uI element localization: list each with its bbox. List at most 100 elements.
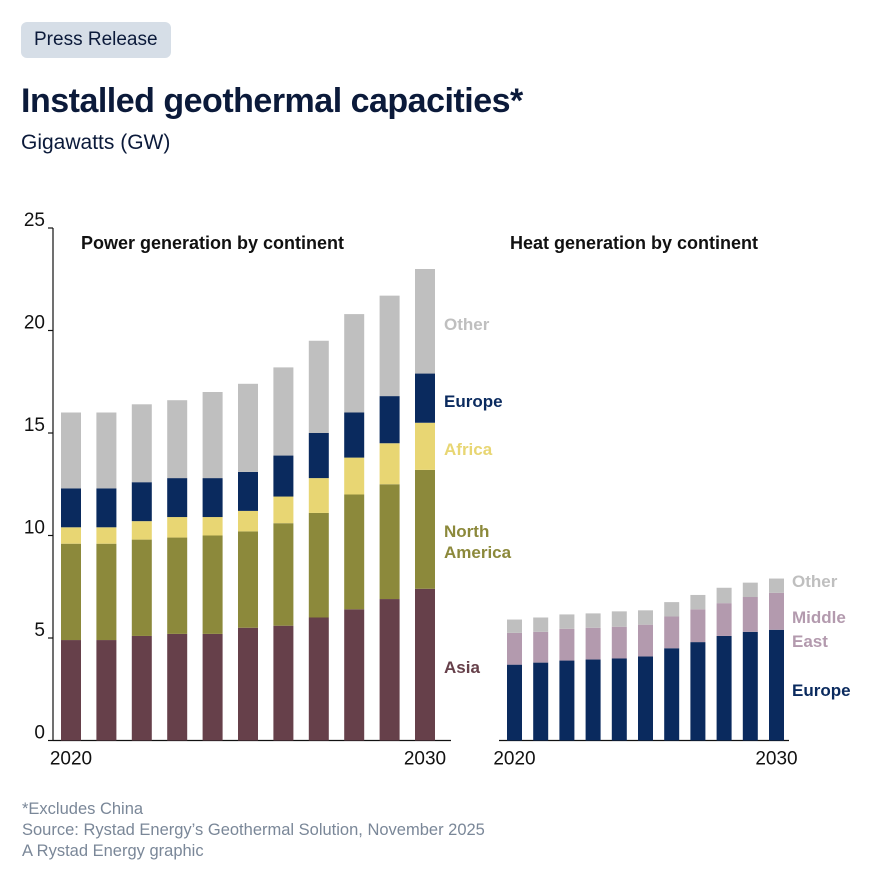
bar-middle-east-2028: [716, 603, 732, 636]
bar-asia-2023: [167, 633, 188, 741]
bar-north-america-2022: [131, 539, 152, 636]
bar-other-2029: [742, 582, 758, 597]
bar-africa-2029: [379, 443, 400, 485]
bar-africa-2026: [273, 496, 294, 524]
bar-europe-2028: [716, 635, 732, 741]
bar-other-2030: [415, 269, 435, 374]
bar-north-america-2020: [61, 543, 81, 641]
bar-europe-2028: [344, 412, 365, 458]
bar-asia-2028: [344, 609, 365, 741]
legend-label-middle-east: Middle East: [792, 608, 846, 651]
bar-north-america-2024: [202, 535, 223, 634]
legend-label-line: Europe: [792, 681, 851, 700]
bar-asia-2022: [131, 635, 152, 741]
legend-label-line: America: [444, 543, 512, 562]
bar-north-america-2030: [415, 469, 435, 589]
bar-middle-east-2025: [638, 624, 653, 657]
legend-label-line: Other: [792, 572, 838, 591]
legend-label-asia: Asia: [444, 658, 480, 677]
legend-label-europe: Europe: [792, 681, 851, 700]
footnote: *Excludes China: [22, 800, 144, 818]
x-tick-label-first: 2020: [493, 749, 535, 770]
legend-label-line: East: [792, 632, 828, 651]
bar-africa-2027: [308, 478, 329, 513]
bar-europe-2025: [638, 656, 653, 741]
bar-africa-2023: [167, 517, 188, 538]
legend-label-line: Europe: [444, 392, 503, 411]
bar-asia-2025: [238, 627, 258, 741]
bar-other-2029: [379, 295, 400, 397]
bar-asia-2030: [415, 588, 435, 741]
heat-axes: 2020 2030: [493, 739, 798, 770]
bar-other-2023: [585, 613, 601, 628]
bar-africa-2024: [202, 517, 223, 536]
legend-label-line: North: [444, 522, 489, 541]
legend-label-line: Africa: [444, 440, 493, 459]
bar-europe-2026: [273, 455, 294, 497]
bar-north-america-2027: [308, 512, 329, 618]
bar-other-2022: [131, 404, 152, 483]
heat-bars: [507, 578, 784, 741]
bar-africa-2028: [344, 457, 365, 495]
bar-middle-east-2026: [664, 616, 680, 649]
bar-europe-2021: [533, 662, 549, 741]
power-generation-panel: Power generation by continent 0 5 10 15 20 25…: [24, 210, 512, 770]
bar-europe-2024: [202, 478, 223, 518]
bar-other-2022: [559, 614, 575, 629]
power-legend: Asia North America Africa Europe Other: [444, 315, 512, 677]
heat-generation-panel: Heat generation by continent 2020 2030 Eu…: [493, 233, 850, 770]
x-tick-label-last: 2030: [755, 749, 797, 770]
legend-label-line: Middle: [792, 608, 846, 627]
bar-asia-2021: [96, 640, 117, 741]
heat-legend: Europe Middle East Other: [792, 572, 851, 700]
bar-other-2025: [638, 610, 653, 625]
power-bars: [61, 269, 435, 741]
bar-africa-2021: [96, 527, 117, 544]
bar-europe-2029: [742, 631, 758, 741]
bar-other-2024: [611, 611, 627, 627]
bar-africa-2022: [131, 521, 152, 540]
bar-europe-2022: [131, 482, 152, 522]
bar-europe-2029: [379, 396, 400, 444]
bar-other-2024: [202, 392, 223, 479]
bar-other-2020: [507, 619, 522, 633]
bar-europe-2027: [690, 642, 706, 741]
bar-asia-2020: [61, 640, 81, 741]
bar-middle-east-2022: [559, 628, 575, 661]
bar-europe-2020: [507, 664, 522, 741]
legend-label-africa: Africa: [444, 440, 493, 459]
bar-other-2027: [690, 594, 706, 610]
bar-middle-east-2020: [507, 632, 522, 665]
bar-middle-east-2021: [533, 631, 549, 663]
y-tick-label: 10: [24, 518, 45, 539]
bar-europe-2023: [585, 659, 601, 741]
bar-europe-2022: [559, 660, 575, 741]
bar-africa-2030: [415, 422, 435, 470]
bar-europe-2030: [769, 629, 784, 741]
bar-north-america-2028: [344, 494, 365, 610]
y-tick-label: 20: [24, 313, 45, 334]
bar-europe-2025: [238, 471, 258, 511]
bar-africa-2025: [238, 510, 258, 532]
y-tick-label: 15: [24, 415, 45, 436]
bar-europe-2024: [611, 658, 627, 741]
x-tick-label-last: 2030: [404, 749, 446, 770]
legend-label-other: Other: [792, 572, 838, 591]
bar-other-2026: [664, 602, 680, 617]
chart-title: Installed geothermal capacities*: [21, 82, 523, 120]
bar-asia-2026: [273, 625, 294, 741]
bar-other-2027: [308, 340, 329, 433]
legend-label-line: Other: [444, 315, 490, 334]
bar-europe-2027: [308, 433, 329, 479]
chart-subtitle: Gigawatts (GW): [21, 131, 171, 154]
bar-middle-east-2023: [585, 627, 601, 660]
bar-other-2026: [273, 367, 294, 456]
y-tick-label: 0: [34, 723, 45, 744]
bar-other-2021: [533, 617, 549, 632]
bar-middle-east-2029: [742, 597, 758, 632]
y-tick-label: 5: [34, 620, 45, 641]
credit-note: A Rystad Energy graphic: [22, 842, 204, 860]
bar-other-2025: [238, 383, 258, 472]
bar-africa-2020: [61, 527, 81, 544]
legend-label-europe: Europe: [444, 392, 503, 411]
